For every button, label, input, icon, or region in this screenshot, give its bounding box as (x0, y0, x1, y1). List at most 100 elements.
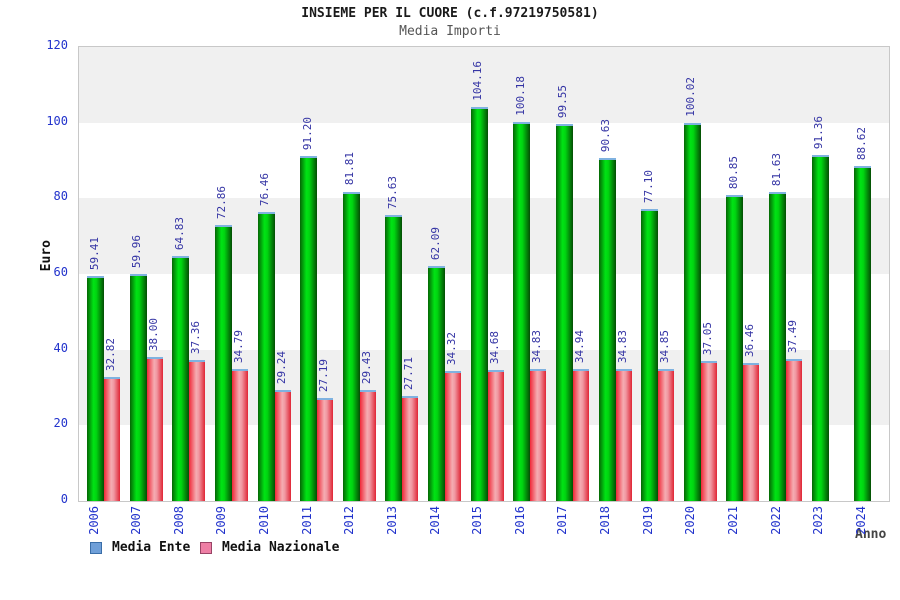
bar-value-label: 64.83 (172, 216, 186, 250)
bar-value-label: 59.96 (130, 235, 144, 269)
bar-media-ente-2022 (769, 192, 787, 501)
bar-media-nazionale-2019 (658, 369, 675, 501)
bar-value-label: 29.24 (274, 351, 288, 385)
bar-media-ente-2011 (300, 155, 318, 501)
bar-value-label: 80.85 (726, 156, 740, 190)
bar-value-label: 91.36 (812, 116, 826, 150)
bar-value-label: 62.09 (428, 226, 442, 261)
x-tick-label: 2015 (470, 506, 485, 535)
bar-media-nazionale-2022 (786, 359, 803, 501)
y-tick-label: 80 (53, 189, 68, 204)
bar-media-nazionale-2021 (743, 363, 760, 501)
bar-media-nazionale-2007 (146, 357, 163, 501)
bar-value-label: 34.68 (487, 330, 501, 364)
bar-media-ente-2010 (257, 211, 275, 501)
bar-media-nazionale-2009 (231, 369, 248, 501)
bar-value-label: 91.20 (300, 116, 314, 150)
legend-swatch-icon (90, 542, 102, 554)
bar-media-ente-2007 (129, 274, 147, 501)
x-tick-label: 2011 (299, 506, 314, 535)
bar-media-ente-2014 (428, 266, 446, 501)
bar-media-nazionale-2020 (700, 360, 717, 501)
bar-value-label: 99.55 (556, 85, 570, 119)
bar-media-nazionale-2012 (359, 389, 376, 501)
bar-value-label: 34.79 (231, 330, 245, 364)
bar-media-ente-2012 (342, 191, 360, 501)
legend-label: Media Ente (112, 540, 191, 555)
bar-media-nazionale-2013 (402, 396, 419, 501)
bar-media-nazionale-2018 (615, 369, 632, 501)
bar-media-ente-2023 (811, 155, 829, 501)
bar-media-ente-2021 (726, 195, 744, 501)
bar-media-ente-2016 (513, 122, 531, 501)
bar-value-label: 34.94 (572, 329, 586, 363)
bar-media-ente-2024 (854, 165, 872, 501)
x-axis-label: Anno (855, 527, 887, 542)
bar-media-ente-2013 (385, 214, 403, 501)
bar-value-label: 100.18 (513, 76, 527, 116)
bar-value-label: 29.43 (359, 350, 373, 384)
y-tick-label: 60 (53, 265, 68, 279)
bar-value-label: 37.05 (700, 321, 714, 355)
bar-media-nazionale-2008 (189, 359, 206, 501)
bar-value-label: 100.02 (684, 76, 698, 117)
bar-value-label: 34.32 (445, 332, 459, 366)
chart-title: INSIEME PER IL CUORE (c.f.97219750581) (301, 6, 599, 21)
y-tick-label: 120 (46, 38, 68, 52)
bar-media-ente-2019 (641, 209, 659, 501)
bar-value-label: 36.46 (743, 323, 757, 358)
bar-value-label: 76.46 (258, 172, 272, 206)
x-tick-label: 2012 (342, 506, 357, 535)
bar-value-label: 81.81 (343, 152, 357, 186)
x-tick-label: 2019 (640, 506, 655, 535)
bar-value-label: 37.36 (189, 320, 203, 354)
bar-media-nazionale-2014 (445, 371, 462, 501)
bar-value-label: 90.63 (599, 119, 613, 153)
x-tick-label: 2010 (257, 506, 272, 535)
bar-media-ente-2018 (598, 158, 616, 501)
x-tick-label: 2021 (725, 506, 740, 535)
bar-media-ente-2006 (87, 276, 104, 501)
bar-media-nazionale-2017 (572, 368, 589, 501)
chart-subtitle: Media Importi (399, 24, 501, 39)
bar-value-label: 59.41 (87, 237, 101, 271)
x-tick-label: 2009 (214, 506, 229, 535)
x-tick-label: 2018 (598, 506, 613, 535)
legend-label: Media Nazionale (222, 540, 340, 555)
bar-media-nazionale-2016 (530, 369, 547, 501)
x-tick-label: 2014 (427, 506, 442, 535)
chart-legend: Media Ente Media Nazionale (90, 540, 790, 556)
x-tick-label: 2022 (768, 506, 783, 535)
bar-media-ente-2009 (214, 225, 232, 501)
bar-media-ente-2017 (555, 124, 573, 501)
x-tick-label: 2006 (86, 506, 101, 535)
legend-swatch-icon (200, 542, 212, 554)
bar-value-label: 81.63 (769, 153, 783, 187)
bar-media-nazionale-2010 (274, 390, 291, 501)
x-tick-label: 2007 (129, 506, 144, 535)
x-tick-label: 2016 (512, 506, 527, 535)
bar-value-label: 34.83 (615, 330, 629, 364)
bar-value-label: 27.71 (402, 357, 416, 391)
bar-value-label: 72.86 (215, 186, 229, 220)
y-tick-label: 100 (46, 113, 68, 128)
bar-value-label: 32.82 (104, 337, 117, 371)
x-tick-label: 2013 (384, 506, 399, 535)
plot-area (78, 46, 890, 502)
bar-media-nazionale-2015 (487, 369, 504, 501)
y-tick-label: 40 (53, 340, 68, 355)
bar-value-label: 77.10 (641, 170, 655, 204)
x-tick-label: 2008 (171, 506, 186, 535)
bar-value-label: 88.62 (854, 126, 868, 160)
bar-media-nazionale-2011 (317, 398, 334, 501)
x-tick-label: 2024 (853, 506, 868, 535)
bar-value-label: 38.00 (146, 318, 160, 352)
bar-media-ente-2015 (470, 106, 488, 501)
y-tick-label: 20 (53, 416, 68, 431)
bar-media-ente-2020 (683, 122, 701, 501)
bar-value-label: 27.19 (317, 359, 331, 393)
x-tick-label: 2017 (555, 506, 570, 535)
bar-value-label: 37.49 (786, 320, 800, 354)
bar-media-nazionale-2006 (104, 376, 120, 501)
x-tick-label: 2020 (683, 506, 698, 535)
